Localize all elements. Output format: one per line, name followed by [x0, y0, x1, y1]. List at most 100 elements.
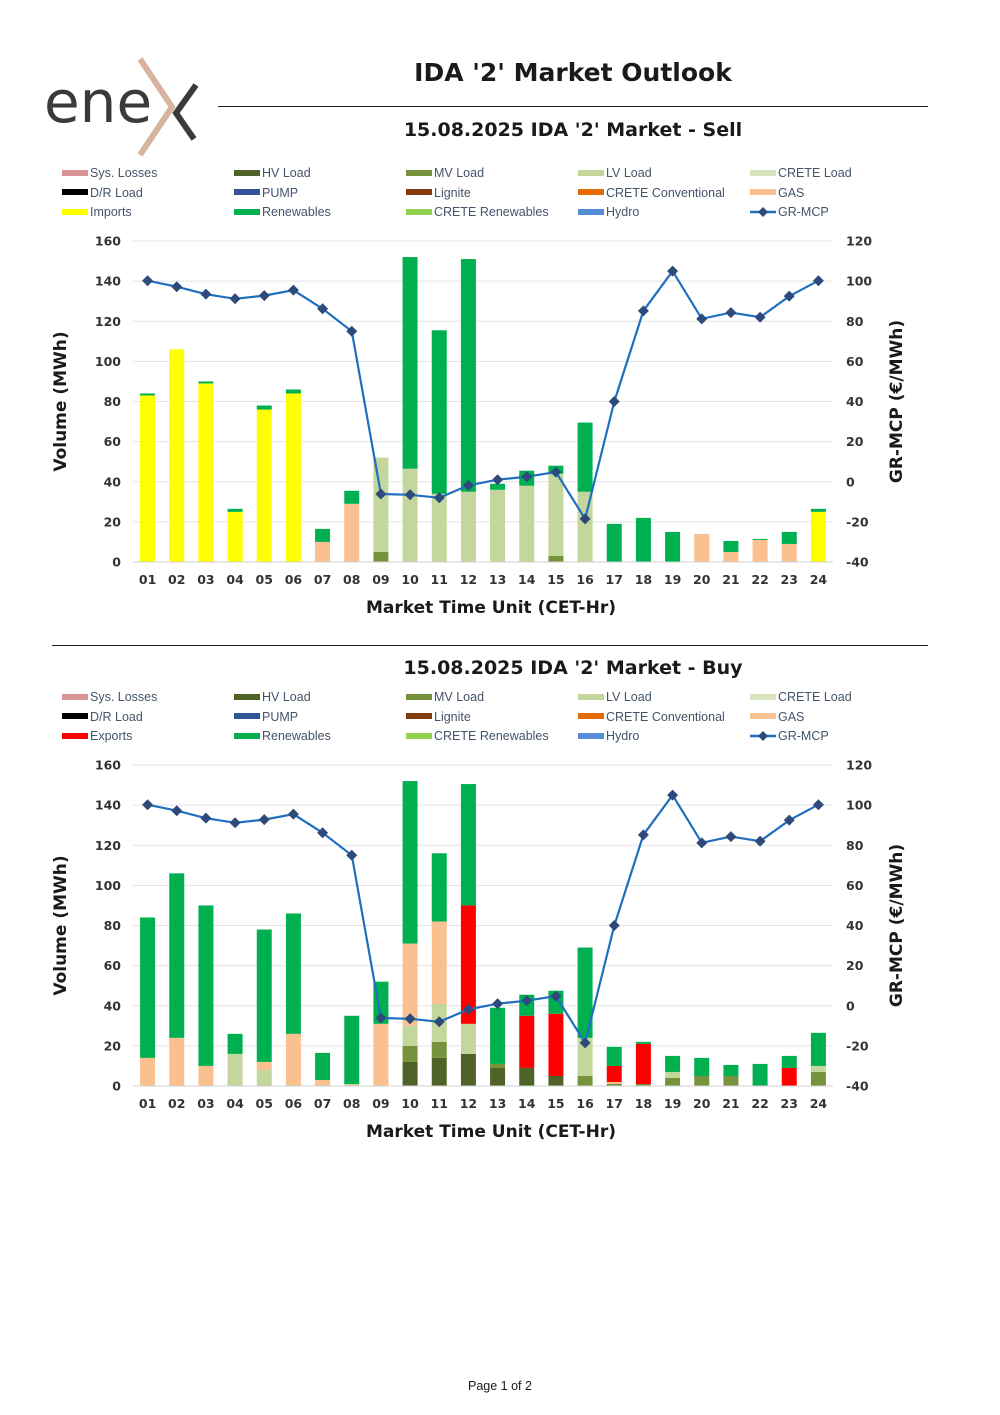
gr-mcp-point-05: [258, 290, 270, 302]
bar-renewables-10: [402, 781, 418, 944]
legend-swatch-d-r-load: [62, 189, 88, 196]
y2-tick-label: -40: [846, 555, 869, 570]
bar-exports-18: [635, 1043, 651, 1084]
legend-label: Lignite: [434, 185, 471, 200]
legend-item-gr-mcp: GR-MCP: [750, 204, 829, 220]
y2-tick-label: 40: [846, 918, 864, 933]
bar-renewables-24: [810, 1032, 826, 1066]
gr-mcp-point-14: [521, 471, 533, 483]
legend-swatch-crete-conventional: [578, 189, 604, 196]
x-tick-label: 06: [285, 1096, 303, 1111]
legend-swatch-hv-load: [234, 169, 260, 176]
bar-hv-load-11: [431, 1057, 447, 1086]
y-tick-label: 40: [104, 998, 122, 1013]
bar-renewables-17: [606, 1046, 622, 1066]
gr-mcp-point-01: [142, 275, 154, 287]
bar-lv-load-13: [490, 489, 506, 562]
bar-renewables-13: [490, 483, 506, 490]
legend-label: D/R Load: [90, 709, 143, 724]
legend-swatch-lv-load: [578, 169, 604, 176]
bar-renewables-24: [810, 508, 826, 512]
legend-item-lignite: Lignite: [406, 709, 471, 725]
bar-exports-15: [548, 1013, 564, 1076]
sell-chart-title: 15.08.2025 IDA '2' Market - Sell: [403, 119, 743, 141]
bar-renewables-05: [256, 929, 272, 1062]
legend-item-crete-renewables: CRETE Renewables: [406, 204, 549, 220]
bar-imports-02: [169, 349, 185, 562]
legend-label: PUMP: [262, 709, 299, 724]
bar-renewables-05: [256, 405, 272, 410]
gr-mcp-point-09: [375, 1012, 387, 1024]
logo-text: ene: [44, 68, 152, 136]
bar-gas-17: [606, 1081, 622, 1084]
gr-mcp-point-14: [521, 995, 533, 1007]
gr-mcp-point-18: [637, 305, 649, 317]
y-tick-label: 160: [95, 234, 121, 249]
bar-imports-03: [198, 383, 214, 562]
legend-label: GAS: [778, 709, 805, 724]
legend-swatch-pump: [234, 189, 260, 196]
legend-label: Sys. Losses: [90, 166, 158, 180]
section-divider: [52, 645, 928, 646]
legend-label: LV Load: [606, 166, 652, 180]
page-title: IDA '2' Market Outlook: [414, 58, 732, 87]
bar-lv-load-10: [402, 1025, 418, 1046]
bar-renewables-18: [635, 1041, 651, 1044]
x-tick-label: 15: [547, 572, 564, 587]
y2-tick-label: 60: [846, 354, 864, 369]
gr-mcp-point-18: [637, 829, 649, 841]
bar-renewables-21: [723, 540, 739, 552]
legend-swatch-crete-conventional: [578, 713, 604, 720]
x-tick-label: 08: [343, 1096, 360, 1111]
bar-exports-12: [460, 905, 476, 1024]
legend-label: Exports: [90, 729, 133, 743]
bar-exports-23: [781, 1067, 797, 1086]
gr-mcp-point-01: [142, 799, 154, 811]
y-tick-label: 100: [95, 354, 121, 369]
legend-label: CRETE Conventional: [606, 185, 725, 200]
gr-mcp-point-04: [229, 817, 241, 829]
bar-lv-load-11: [431, 493, 447, 562]
bar-renewables-03: [198, 905, 214, 1066]
bar-lv-load-15: [548, 473, 564, 556]
legend-swatch-exports: [62, 732, 88, 739]
legend-item-mv-load: MV Load: [406, 165, 484, 181]
x-tick-label: 19: [664, 1096, 681, 1111]
buy-chart: 020406080100120140160-40-200204060801001…: [51, 758, 907, 1143]
legend-label: GAS: [778, 185, 805, 200]
gr-mcp-point-03: [200, 288, 212, 300]
gr-mcp-point-12: [462, 479, 474, 491]
x-tick-label: 16: [576, 1096, 594, 1111]
y2-tick-label: 40: [846, 394, 864, 409]
bar-gas-22: [752, 539, 768, 562]
gr-mcp-point-12: [462, 1003, 474, 1015]
bar-mv-load-10: [402, 1045, 418, 1062]
x-tick-label: 18: [635, 1096, 652, 1111]
gr-mcp-point-05: [258, 814, 270, 826]
legend-item-d-r-load: D/R Load: [62, 709, 143, 725]
gr-mcp-point-16: [579, 513, 591, 525]
y-tick-label: 140: [95, 274, 121, 289]
legend-item-gas: GAS: [750, 709, 804, 725]
x-tick-label: 11: [431, 572, 448, 587]
legend-item-crete-load: CRETE Load: [750, 165, 852, 181]
legend-label: PUMP: [262, 185, 299, 200]
x-tick-label: 18: [635, 572, 652, 587]
legend-label: MV Load: [434, 166, 485, 180]
gr-mcp-point-15: [550, 466, 562, 478]
legend-item-crete-renewables: CRETE Renewables: [406, 728, 549, 744]
gr-mcp-point-09: [375, 488, 387, 500]
y2-axis-title: GR-MCP (€/MWh): [887, 844, 907, 1007]
legend-swatch-sys-losses: [62, 693, 88, 700]
bar-renewables-12: [460, 784, 476, 906]
y-tick-label: 0: [112, 555, 121, 570]
legend-item-crete-conventional: CRETE Conventional: [578, 185, 725, 201]
bar-gas-01: [140, 1057, 156, 1086]
y-tick-label: 140: [95, 798, 121, 813]
bar-mv-load-18: [635, 1083, 651, 1086]
bar-renewables-10: [402, 257, 418, 469]
x-tick-label: 19: [664, 572, 681, 587]
bar-gas-11: [431, 921, 447, 1004]
x-tick-label: 10: [401, 1096, 419, 1111]
bar-renewables-23: [781, 531, 797, 544]
